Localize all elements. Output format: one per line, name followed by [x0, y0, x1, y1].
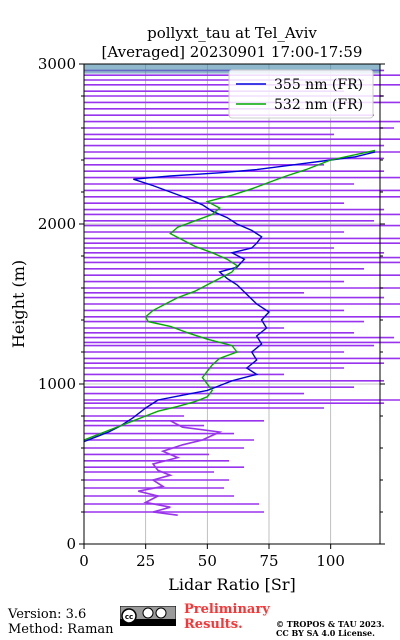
chart-subtitle: [Averaged] 20230901 17:00-17:59	[102, 43, 363, 61]
y-tick-label-3: 3000	[38, 55, 76, 73]
preliminary-line-1: Preliminary	[184, 602, 270, 617]
preliminary-results-label: Preliminary Results.	[184, 602, 270, 632]
plot-frame	[83, 63, 381, 545]
lidar-ratio-chart: pollyxt_tau at Tel_Aviv [Averaged] 20230…	[9, 24, 400, 594]
y-tick-label-2: 2000	[38, 215, 76, 233]
x-tick-label-0: 0	[79, 552, 89, 570]
copyright-line-1: © TROPOS & TAU 2023.	[276, 619, 385, 629]
x-axis-label: Lidar Ratio [Sr]	[168, 575, 296, 594]
legend-label-355: 355 nm (FR)	[274, 77, 363, 93]
x-tick-label-3: 75	[259, 552, 278, 570]
legend-box	[228, 69, 374, 119]
version-text: Version: 3.6	[8, 607, 87, 622]
cc-license-badge: cc	[120, 606, 176, 626]
legend: 355 nm (FR) 532 nm (FR)	[228, 69, 374, 119]
copyright-notice: © TROPOS & TAU 2023. CC BY SA 4.0 Licens…	[276, 620, 384, 638]
overlay-profile-lower	[138, 420, 223, 516]
series-line-0	[83, 151, 376, 443]
y-axis-ticks: 0 1000 2000 3000	[38, 55, 385, 553]
x-axis-ticks: 0 25 50 75 100	[79, 544, 345, 570]
copyright-line-2: CC BY SA 4.0 License.	[276, 628, 375, 638]
x-tick-label-2: 50	[198, 552, 217, 570]
series-lines	[83, 149, 376, 443]
y-tick-label-0: 0	[66, 535, 76, 553]
preliminary-line-2: Results.	[184, 617, 243, 632]
legend-label-532: 532 nm (FR)	[274, 97, 363, 113]
chart-title: pollyxt_tau at Tel_Aviv	[147, 24, 317, 42]
x-tick-label-1: 25	[136, 552, 155, 570]
overlay-top-band	[84, 64, 380, 74]
x-tick-label-4: 100	[316, 552, 345, 570]
y-axis-label: Height (m)	[9, 260, 28, 348]
method-text: Method: Raman	[8, 622, 114, 637]
y-tick-label-1: 1000	[38, 375, 76, 393]
svg-text:cc: cc	[125, 613, 133, 621]
series-line-1	[83, 149, 376, 441]
